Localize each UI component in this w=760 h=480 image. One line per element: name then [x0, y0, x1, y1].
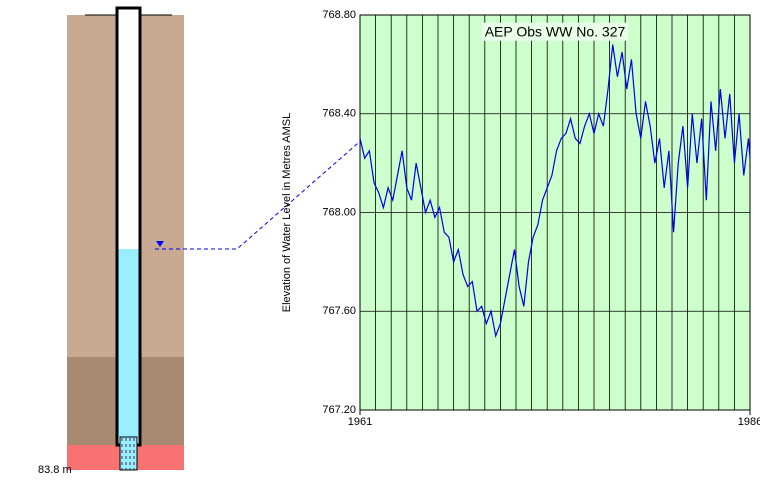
leader-line — [155, 136, 366, 250]
well-diagram: 83.8 m — [38, 6, 366, 476]
chart: 767.20 767.60 768.00 768.40 768.80 1961 1986 AE… — [281, 9, 760, 428]
y-tick-label: 767.20 — [322, 404, 356, 416]
x-tick-label: 1961 — [348, 416, 372, 428]
screen — [119, 436, 138, 471]
depth-label: 83.8 m — [38, 464, 72, 476]
y-tick-label: 768.80 — [322, 9, 356, 21]
x-tick-label: 1986 — [738, 416, 760, 428]
water-column — [118, 249, 139, 437]
y-tick-label: 768.40 — [322, 108, 356, 120]
y-tick-label: 768.00 — [322, 206, 356, 218]
chart-title: AEP Obs WW No. 327 — [485, 24, 626, 40]
plot-frame — [359, 14, 751, 411]
y-axis-label: Elevation of Water Level in Metres AMSL — [281, 113, 293, 313]
water-level-marker — [156, 241, 164, 247]
title-box — [481, 22, 629, 41]
data-line — [359, 44, 751, 339]
y-tick-label: 767.60 — [322, 305, 356, 317]
